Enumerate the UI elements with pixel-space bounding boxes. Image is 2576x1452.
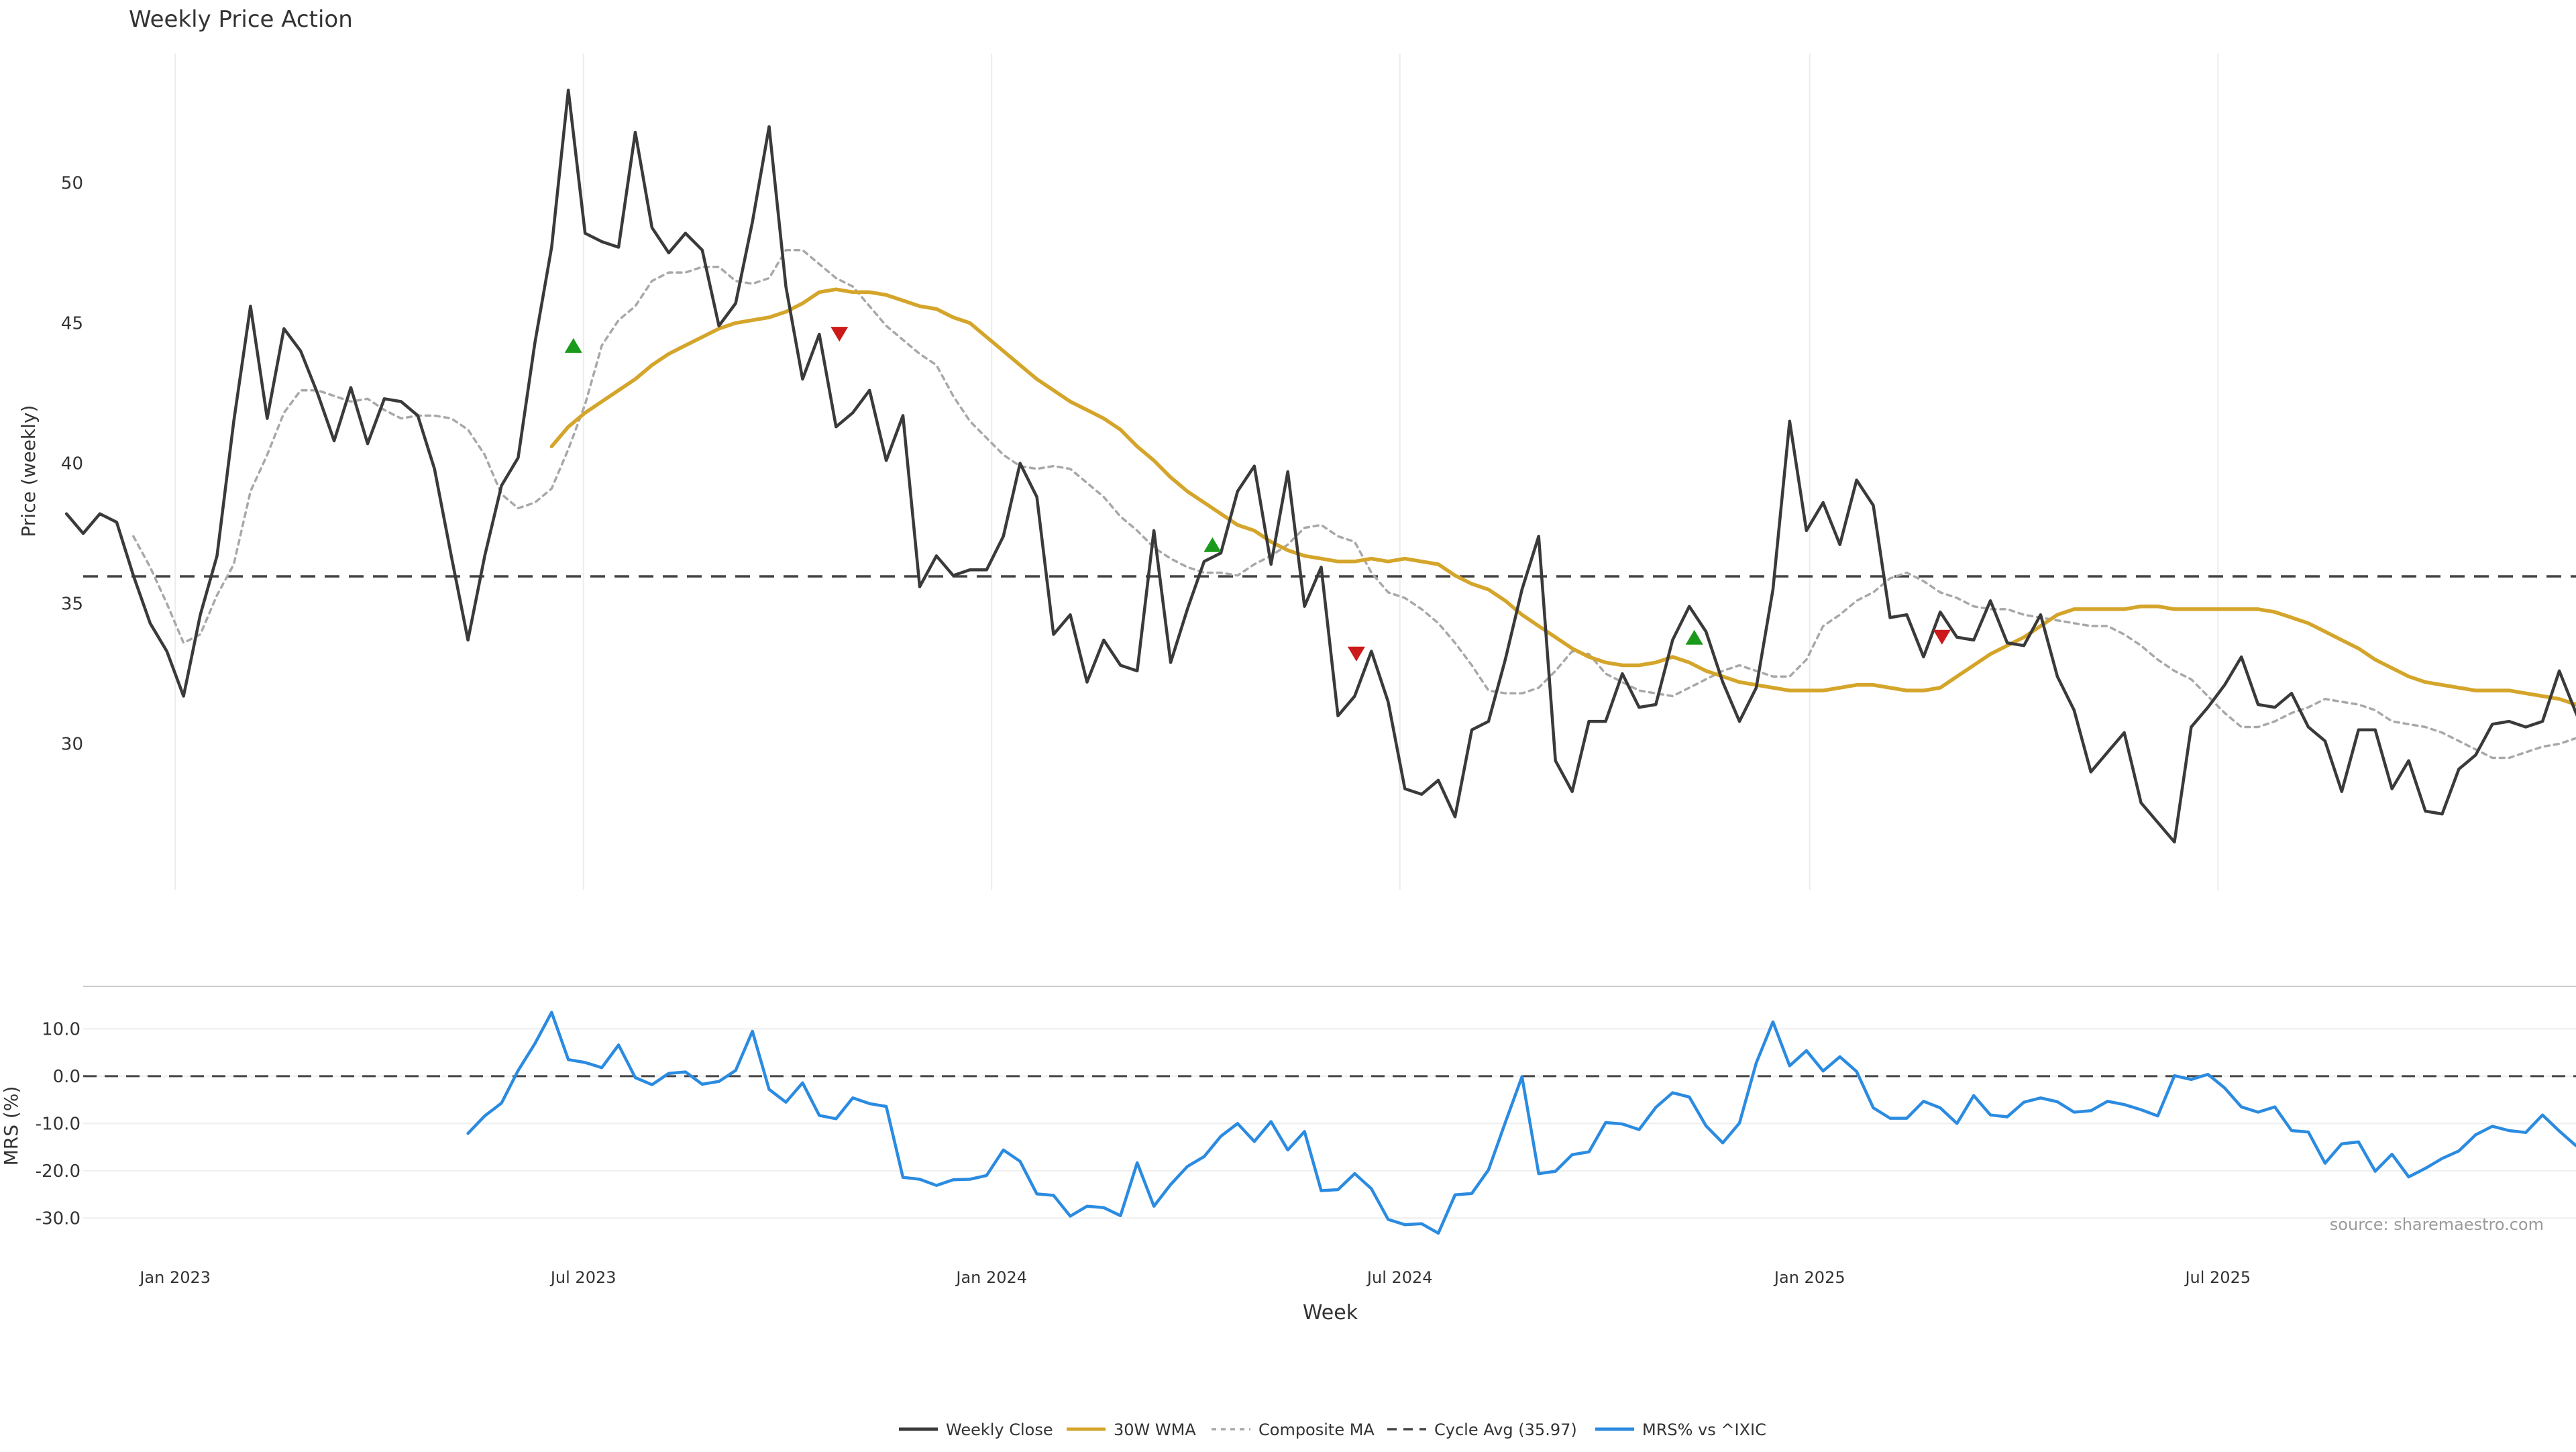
mrs-line [466, 1010, 2576, 1235]
mrs-y-tick-labels: -30.0 -20.0 -10.0 0.0 10.0 [36, 1019, 80, 1229]
price-series-group [64, 89, 2576, 844]
legend-cycle-avg-label: Cycle Avg (35.97) [1434, 1420, 1577, 1439]
legend: Weekly Close 30W WMA Composite MA Cycle Avg… [899, 1420, 1766, 1439]
composite-ma-line [132, 248, 2576, 760]
legend-mrs-label: MRS% vs ^IXIC [1642, 1420, 1766, 1439]
mrs-y-tick-label: -10.0 [36, 1114, 80, 1134]
legend-weekly-close-label: Weekly Close [946, 1420, 1053, 1439]
price-y-tick-label: 30 [61, 735, 83, 755]
price-y-tick-labels: 30 35 40 45 50 [61, 173, 83, 754]
legend-wma-30w-label: 30W WMA [1114, 1420, 1196, 1439]
mrs-y-tick-label: 10.0 [42, 1019, 80, 1039]
price-y-tick-label: 45 [61, 313, 83, 333]
sell-signal-marker [1347, 646, 1365, 662]
x-tick-label: Jul 2024 [1366, 1268, 1433, 1287]
price-y-tick-label: 35 [61, 594, 83, 615]
mrs-series-group [466, 1010, 2576, 1235]
mrs-y-axis-label: MRS (%) [0, 1086, 22, 1166]
price-y-axis-label: Price (weekly) [17, 405, 40, 537]
price-gridlines [174, 54, 2219, 890]
buy-signal-marker [1203, 537, 1222, 552]
sell-signal-marker [1933, 629, 1951, 645]
weekly-close-line [64, 89, 2576, 844]
mrs-y-tick-label: -30.0 [36, 1208, 80, 1229]
wma-30w-line [549, 287, 2576, 707]
signal-markers [564, 327, 1951, 662]
mrs-y-tick-label: 0.0 [53, 1067, 80, 1087]
legend-composite-ma-label: Composite MA [1258, 1420, 1375, 1439]
x-tick-label: Jul 2023 [549, 1268, 616, 1287]
x-tick-label: Jan 2023 [138, 1268, 211, 1287]
source-label: source: sharemaestro.com [2330, 1215, 2544, 1234]
price-y-tick-label: 40 [61, 454, 83, 474]
buy-signal-marker [1685, 629, 1703, 645]
chart-title: Weekly Price Action [129, 6, 353, 33]
x-tick-label: Jan 2025 [1773, 1268, 1845, 1287]
mrs-y-tick-label: -20.0 [36, 1161, 80, 1182]
buy-signal-marker [564, 338, 582, 353]
sell-signal-marker [830, 327, 849, 342]
mrs-panel: -30.0 -20.0 -10.0 0.0 10.0 MRS (%) source: s… [0, 986, 2576, 1235]
x-tick-labels: Jan 2023 Jul 2023 Jan 2024 Jul 2024 Jan 2025… [138, 1268, 2251, 1287]
x-tick-label: Jul 2025 [2184, 1268, 2251, 1287]
x-axis-label: Week [1303, 1301, 1358, 1325]
price-panel: 30 35 40 45 50 Price (weekly) [17, 54, 2576, 890]
price-y-tick-label: 50 [61, 173, 83, 193]
x-tick-label: Jan 2024 [955, 1268, 1027, 1287]
